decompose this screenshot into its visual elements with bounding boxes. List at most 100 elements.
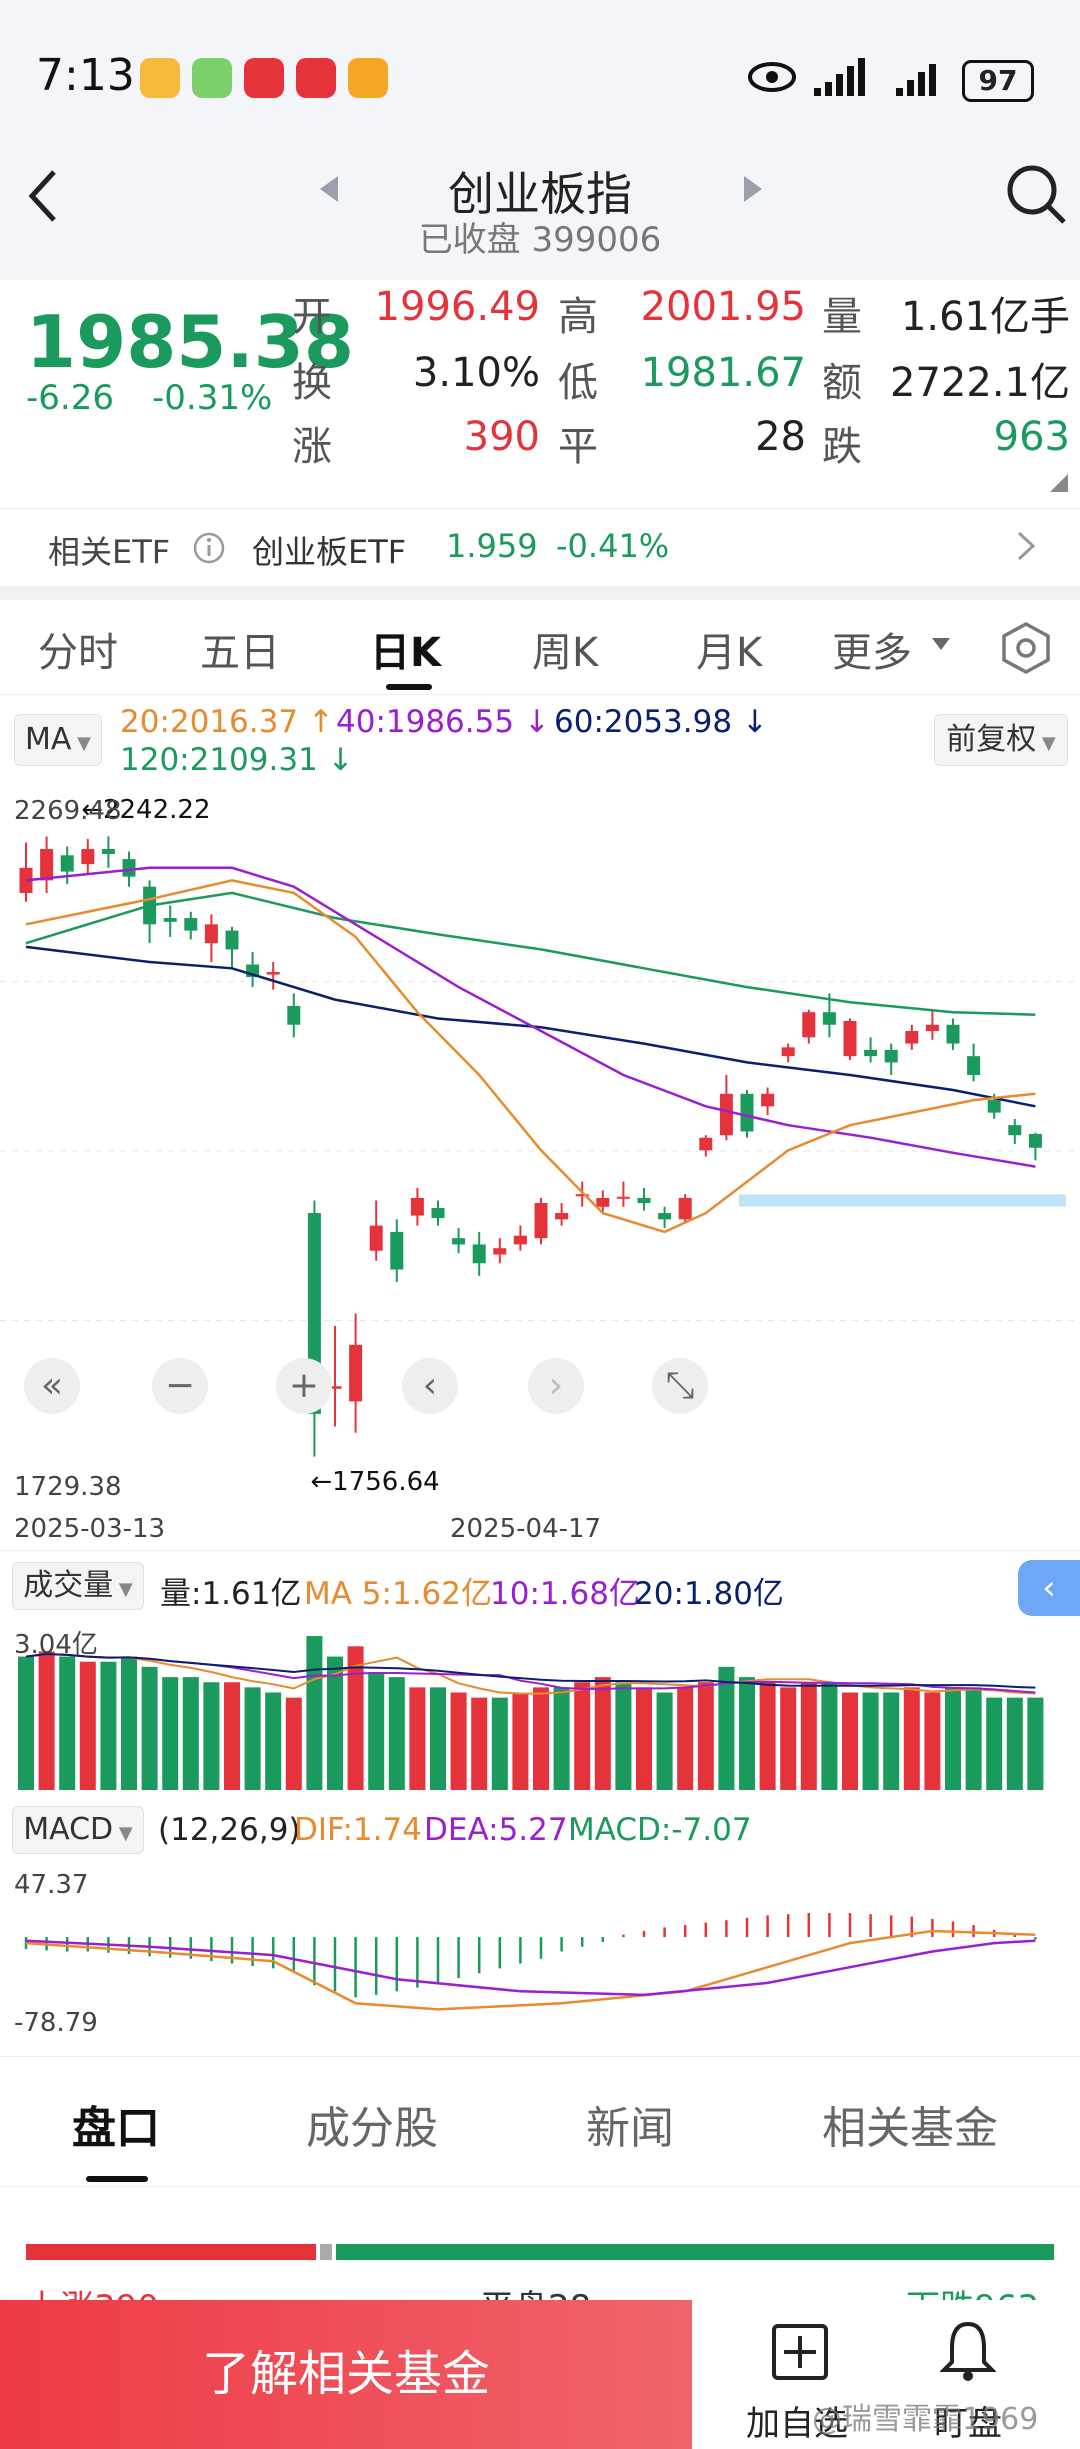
volume-bar — [141, 1666, 158, 1790]
battery-level: 97 — [978, 64, 1018, 97]
bell-icon[interactable] — [940, 2318, 996, 2384]
zoom-in-button[interactable]: + — [276, 1358, 332, 1414]
breadth-down-bar — [336, 2244, 1054, 2260]
candle-body — [472, 1244, 486, 1264]
adjust-label: 前复权 — [946, 722, 1037, 757]
quote-value: 2722.1亿 — [890, 360, 1070, 406]
candle-body — [204, 924, 218, 944]
volume-chart[interactable] — [0, 1624, 1080, 1794]
divider — [0, 1550, 1080, 1551]
header-bar — [0, 160, 1080, 280]
price-change-pct: -0.31% — [152, 378, 273, 418]
eye-icon — [748, 62, 796, 92]
candle-body — [678, 1197, 692, 1220]
volume-bar — [739, 1677, 755, 1790]
breadth-up-bar — [26, 2244, 316, 2260]
ma60-line — [25, 945, 1036, 1108]
volume-selector-label: 成交量 — [23, 1568, 114, 1603]
learn-fund-button[interactable]: 了解相关基金 — [0, 2300, 692, 2449]
price-change: -6.26 — [26, 378, 114, 418]
ma-selector-label: MA — [25, 722, 72, 757]
period-tab[interactable]: 分时 — [38, 630, 118, 676]
watch-button[interactable]: 盯盘 — [934, 2404, 1002, 2444]
next-index-icon[interactable] — [742, 174, 764, 204]
volume-bar — [162, 1677, 179, 1790]
volume-bar — [759, 1682, 776, 1790]
candle-body — [967, 1056, 981, 1075]
volume-bar — [38, 1651, 55, 1790]
volume-bar — [471, 1697, 488, 1790]
bottom-tab[interactable]: 相关基金 — [822, 2103, 998, 2154]
volume-bar — [615, 1682, 632, 1790]
volume-bar — [182, 1677, 199, 1790]
volume-bar — [965, 1687, 982, 1790]
volume-bar — [924, 1692, 941, 1790]
adjust-selector-button[interactable]: 前复权 ▼ — [934, 714, 1068, 766]
ma120-legend: 120:2109.31 ↓ — [120, 742, 354, 778]
quote-value: 28 — [755, 414, 806, 460]
macd-selector-button[interactable]: MACD ▼ — [12, 1806, 144, 1854]
scroll-left-button[interactable]: ‹ — [402, 1358, 458, 1414]
bottom-tab[interactable]: 盘口 — [72, 2103, 160, 2154]
volume-bar — [594, 1677, 611, 1790]
fullscreen-button[interactable]: ⤡ — [652, 1358, 708, 1414]
ma40-line — [25, 866, 1036, 1168]
breadth-flat-bar — [320, 2244, 332, 2260]
candle-body — [596, 1197, 610, 1207]
zoom-out-button[interactable]: − — [152, 1358, 208, 1414]
volume-bar — [862, 1692, 879, 1790]
back-icon[interactable] — [22, 166, 62, 226]
related-etf-bar[interactable]: 相关ETF 创业板ETF 1.959 -0.41% — [0, 508, 1080, 585]
quote-value: 2001.95 — [640, 284, 806, 330]
volume-selector-button[interactable]: 成交量 ▼ — [12, 1562, 144, 1610]
add-watch-button[interactable]: 加自选 — [746, 2404, 848, 2444]
ma60-legend: 60:2053.98 ↓ — [554, 704, 768, 740]
candle-body — [493, 1248, 507, 1255]
candle-body — [822, 1012, 836, 1025]
settings-hex-icon[interactable] — [998, 620, 1054, 676]
active-tab-indicator — [386, 684, 432, 690]
volume-bar — [18, 1656, 34, 1790]
bottom-tab[interactable]: 新闻 — [586, 2103, 674, 2154]
quote-value: 1996.49 — [374, 284, 540, 330]
volume-bar — [842, 1692, 858, 1790]
kline-chart[interactable]: ←2242.22 ←1756.64 — [0, 790, 1080, 1510]
candle-body — [266, 972, 280, 975]
period-tab[interactable]: 更多 — [832, 630, 912, 676]
candle-body — [225, 930, 239, 950]
watermark: @瑞雪霏霏1969 — [812, 2402, 1039, 2437]
search-icon[interactable] — [1004, 162, 1068, 226]
chevron-down-icon[interactable] — [930, 636, 952, 652]
period-tab[interactable]: 五日 — [200, 630, 280, 676]
period-tab[interactable]: 周K — [532, 630, 599, 676]
scroll-start-button[interactable]: « — [24, 1358, 80, 1414]
price-axis-bottom: 1729.38 — [14, 1472, 122, 1502]
quote-value: 1.61亿手 — [900, 294, 1070, 340]
volume-ma20: 20:1.80亿 — [634, 1576, 784, 1612]
volume-bar — [59, 1656, 76, 1790]
candle-body — [802, 1012, 816, 1038]
expand-corner-icon[interactable] — [1050, 474, 1068, 492]
news-app-icon — [296, 58, 336, 98]
macd-dea: DEA:5.27 — [424, 1812, 568, 1848]
ma-selector-button[interactable]: MA ▼ — [14, 714, 102, 766]
scroll-right-button[interactable]: › — [528, 1358, 584, 1414]
chevron-right-icon[interactable] — [1014, 529, 1038, 563]
sim-app-icon — [192, 58, 232, 98]
volume-bar — [388, 1677, 405, 1790]
period-tab[interactable]: 日K — [370, 630, 441, 676]
collapse-panel-button[interactable]: ‹ — [1018, 1560, 1080, 1616]
info-icon[interactable] — [192, 531, 226, 565]
volume-bar — [409, 1687, 426, 1790]
macd-chart[interactable] — [0, 1866, 1080, 2046]
volume-value: 量:1.61亿 — [160, 1576, 302, 1612]
period-tab[interactable]: 月K — [696, 630, 763, 676]
volume-bar — [491, 1697, 508, 1790]
volume-bar — [79, 1661, 96, 1790]
prev-index-icon[interactable] — [318, 174, 340, 204]
bottom-tab[interactable]: 成分股 — [306, 2103, 438, 2154]
active-bottom-tab-indicator — [86, 2176, 148, 2182]
macd-axis-top: 47.37 — [14, 1870, 89, 1900]
quote-label: 额 — [822, 360, 862, 406]
add-watch-icon[interactable] — [770, 2322, 830, 2382]
